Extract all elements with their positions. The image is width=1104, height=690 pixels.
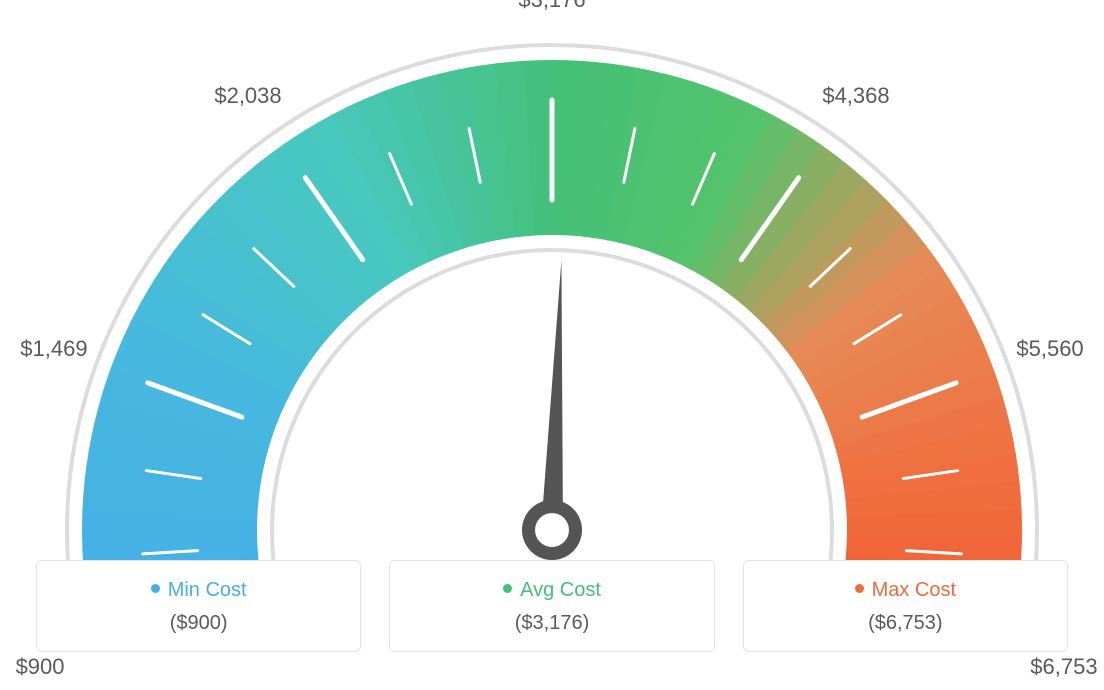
gauge-svg — [0, 0, 1104, 560]
legend-title: Min Cost — [47, 579, 350, 602]
gauge-tick-label: $6,753 — [1030, 654, 1097, 680]
legend-title: Avg Cost — [400, 579, 703, 602]
legend-dot-icon — [151, 584, 160, 593]
legend-title-text: Min Cost — [168, 579, 247, 601]
legend-value: ($900) — [47, 612, 350, 635]
gauge-tick-label: $900 — [16, 654, 65, 680]
gauge-tick-label: $1,469 — [20, 336, 87, 362]
legend-title-text: Avg Cost — [520, 579, 601, 601]
legend-card: Min Cost ($900) — [36, 560, 361, 652]
legend-row: Min Cost ($900) Avg Cost ($3,176) Max Cost ($… — [0, 560, 1104, 652]
legend-title-text: Max Cost — [872, 579, 956, 601]
gauge-tick-label: $5,560 — [1016, 336, 1083, 362]
legend-dot-icon — [503, 584, 512, 593]
cost-gauge-chart: $900$1,469$2,038$3,176$4,368$5,560$6,753 — [0, 0, 1104, 560]
legend-title: Max Cost — [754, 579, 1057, 602]
legend-card: Avg Cost ($3,176) — [389, 560, 714, 652]
gauge-tick-label: $3,176 — [518, 0, 585, 13]
legend-value: ($3,176) — [400, 612, 703, 635]
legend-card: Max Cost ($6,753) — [743, 560, 1068, 652]
gauge-tick-label: $4,368 — [822, 83, 889, 109]
legend-dot-icon — [855, 584, 864, 593]
gauge-tick-label: $2,038 — [214, 83, 281, 109]
legend-value: ($6,753) — [754, 612, 1057, 635]
